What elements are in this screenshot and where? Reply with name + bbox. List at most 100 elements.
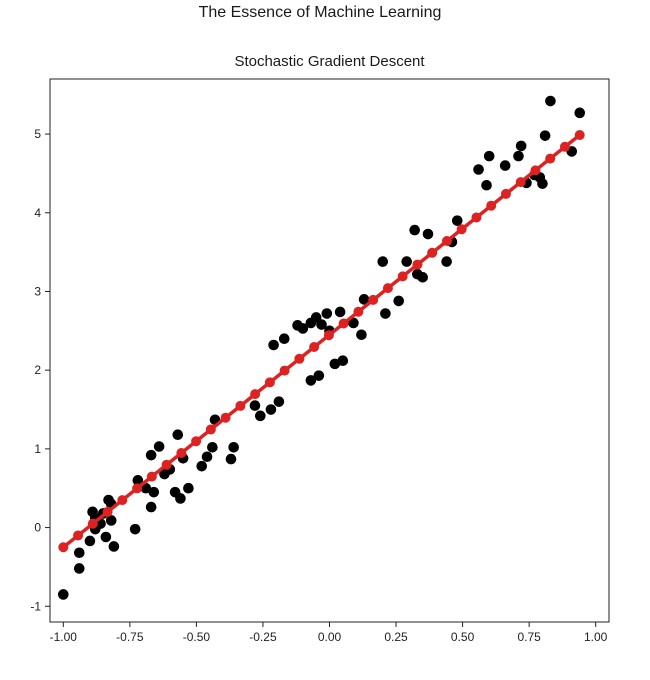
fit-line-marker — [412, 259, 423, 270]
scatter-point — [268, 339, 279, 351]
fit-line-marker — [368, 294, 379, 305]
x-tick-label: 0.50 — [451, 630, 475, 644]
scatter-point — [305, 375, 317, 386]
figure-suptitle: The Essence of Machine Learning — [198, 4, 442, 21]
fit-line-marker — [235, 400, 246, 411]
fit-line-marker — [441, 236, 452, 247]
x-tick-label: 0.00 — [318, 630, 342, 644]
scatter-point — [108, 541, 120, 552]
scatter-point — [183, 482, 194, 494]
y-axis: -1 0 1 2 3 4 5 — [30, 127, 50, 613]
fit-line-marker — [486, 200, 497, 211]
scatter-point — [132, 475, 144, 486]
fit-line-series — [58, 130, 585, 553]
fit-line-marker — [530, 165, 541, 176]
fit-line-marker — [338, 318, 349, 329]
plot-frame — [49, 78, 610, 623]
scatter-point — [84, 535, 96, 547]
fit-line-marker — [471, 212, 482, 223]
scatter-point — [175, 493, 186, 504]
fit-line-marker — [309, 342, 320, 353]
x-tick-label: 0.25 — [384, 630, 408, 644]
scatter-point — [334, 306, 346, 318]
fit-line-marker — [250, 389, 261, 400]
scatter-point — [451, 215, 463, 226]
fit-line-marker — [205, 424, 216, 435]
scatter-point — [473, 164, 484, 175]
scatter-point — [207, 441, 218, 453]
fit-line-marker — [191, 436, 202, 447]
fit-line-marker — [161, 459, 172, 470]
x-tick-label: 1.00 — [584, 630, 608, 644]
scatter-point — [481, 179, 492, 191]
fit-line-marker — [102, 506, 113, 517]
fit-line-marker — [500, 188, 511, 199]
fit-line-marker — [456, 224, 467, 235]
scatter-point — [499, 160, 511, 171]
scatter-point — [545, 95, 556, 107]
fit-line-marker — [176, 448, 187, 459]
fit-line-marker — [559, 141, 570, 152]
fit-line-marker — [545, 153, 556, 164]
x-tick-label: -1.00 — [50, 630, 78, 644]
x-axis: -1.00 -0.75 -0.50 -0.25 0.00 0.25 0.50 0.75 1.00 — [50, 622, 608, 644]
fit-line-marker — [382, 283, 393, 294]
fit-line-marker — [574, 130, 585, 141]
scatter-point — [321, 308, 333, 319]
fit-line-marker — [397, 271, 408, 282]
scatter-point — [105, 515, 117, 526]
scatter-point — [228, 441, 239, 453]
scatter-point — [483, 150, 495, 162]
scatter-point — [297, 323, 309, 334]
scatter-point — [273, 396, 285, 407]
scatter-point — [337, 355, 349, 367]
scatter-point — [348, 317, 359, 329]
y-tick-label: 1 — [34, 442, 41, 456]
scatter-point — [145, 449, 157, 461]
fit-line-marker — [323, 330, 334, 341]
scatter-point — [515, 140, 527, 152]
scatter-point — [278, 333, 290, 344]
scatter-point — [401, 256, 412, 267]
fit-line-marker — [58, 542, 69, 553]
scatter-point — [225, 453, 237, 465]
fit-line-marker — [117, 495, 128, 506]
scatter-point — [356, 329, 367, 341]
scatter-point — [73, 547, 85, 559]
scatter-point — [393, 295, 405, 307]
x-tick-label: -0.75 — [116, 630, 144, 644]
fit-line-marker — [146, 471, 157, 482]
scatter-point — [513, 150, 524, 162]
scatter-point — [196, 460, 208, 472]
scatter-point — [73, 563, 85, 574]
scatter-point — [145, 501, 157, 513]
fit-line-marker — [132, 483, 143, 494]
scatter-point — [377, 256, 389, 267]
y-tick-label: 2 — [34, 363, 41, 377]
scatter-point — [148, 486, 160, 498]
x-tick-label: -0.50 — [183, 630, 211, 644]
fit-line-marker — [220, 412, 231, 423]
y-tick-label: 0 — [34, 521, 41, 535]
scatter-point — [417, 272, 428, 283]
scatter-point — [313, 370, 325, 381]
scatter-point — [358, 294, 370, 305]
scatter-point — [316, 319, 327, 330]
scatter-point — [539, 130, 551, 141]
fit-line-marker — [264, 377, 275, 388]
scatter-point — [409, 224, 420, 236]
fit-line-marker — [279, 365, 290, 376]
fit-line-marker — [73, 530, 84, 541]
y-tick-label: 5 — [34, 127, 41, 141]
fit-line-marker — [294, 353, 305, 364]
scatter-point — [422, 228, 434, 240]
fit-line-marker — [427, 247, 438, 258]
y-tick-label: -1 — [30, 599, 41, 613]
scatter-point — [380, 308, 391, 319]
scatter-series — [58, 95, 586, 600]
scatter-point — [574, 107, 586, 119]
plot-area — [58, 95, 586, 600]
scatter-point — [201, 451, 213, 463]
scatter-point — [254, 410, 266, 422]
